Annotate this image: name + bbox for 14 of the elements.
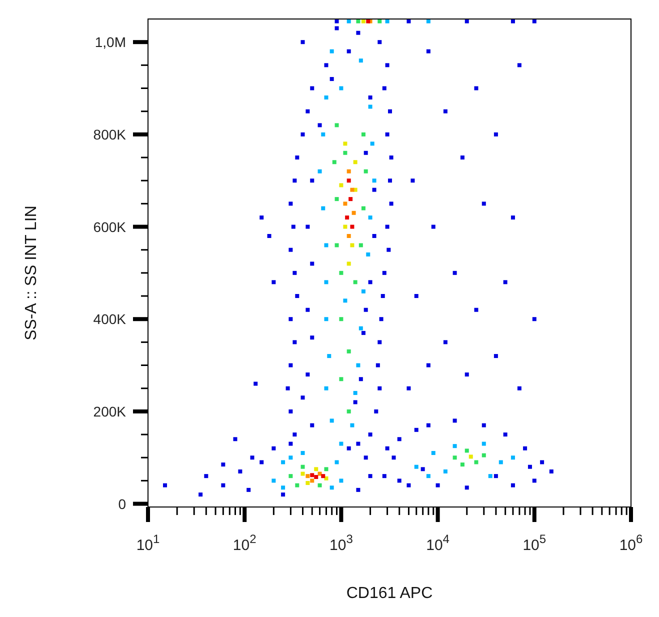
y-tick-label: 0 — [118, 496, 126, 512]
x-tick-label: 10$^{6}$ — [619, 532, 643, 554]
y-axis-title: SS-A :: SS INT LIN — [23, 206, 40, 340]
y-tick-label: 200K — [93, 403, 127, 420]
x-tick-label: 10$^{3}$ — [330, 532, 354, 554]
y-tick-label: 1,0M — [94, 34, 126, 50]
x-tick-label: 10$^{4}$ — [426, 532, 450, 554]
x-tick-label: 10$^{5}$ — [522, 532, 546, 554]
y-tick-label: 800K — [93, 126, 127, 142]
x-tick-label: 10$^{1}$ — [136, 532, 160, 554]
x-tick-label: 10$^{2}$ — [232, 532, 257, 554]
x-axis-title: CD161 APC — [346, 585, 433, 602]
y-tick-label: 400K — [93, 311, 127, 328]
y-tick-label: 600K — [93, 218, 127, 235]
